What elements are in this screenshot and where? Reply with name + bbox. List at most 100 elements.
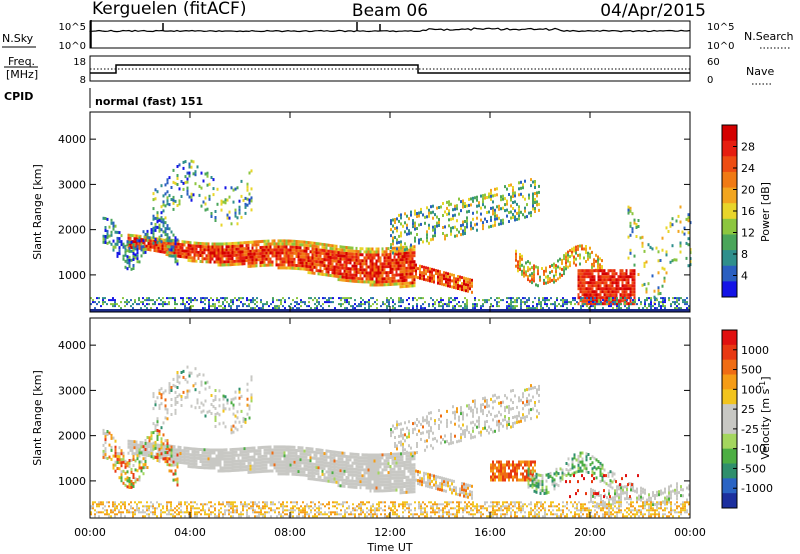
power-main-band-cell: [375, 247, 378, 251]
power-evening-red-cell: [605, 299, 608, 303]
power-band-edge-cell: [154, 225, 157, 229]
power-mid-scatter-cell: [472, 199, 474, 203]
velocity-main-band-cell: [277, 460, 280, 464]
power-near-range-cell: [544, 301, 546, 304]
power-main-band-cell: [263, 254, 266, 258]
velocity-main-band-cell: [393, 488, 396, 492]
velocity-main-band-cell: [409, 466, 412, 470]
power-main-band-cell: [321, 251, 324, 255]
power-near-range-cell: [142, 303, 144, 306]
power-band-edge-cell: [126, 243, 129, 247]
velocity-early-patch-cell: [110, 448, 113, 452]
power-band-edge-cell: [128, 258, 131, 262]
velocity-main-band-cell: [267, 457, 270, 461]
power-afternoon-band-cell: [463, 282, 465, 286]
power-band-edge-cell: [128, 246, 131, 250]
power-evening-band-cell: [559, 275, 561, 279]
power-upper-scatter-cell: [202, 200, 205, 204]
power-near-range-cell: [328, 299, 330, 302]
velocity-main-band-cell: [379, 477, 382, 481]
power-evening-red-cell: [589, 302, 592, 306]
power-evening-band-cell: [549, 271, 551, 275]
power-near-range-cell: [398, 299, 400, 302]
power-main-band-cell: [213, 242, 216, 246]
power-main-band-cell: [369, 274, 372, 278]
velocity-main-band-cell: [317, 466, 320, 470]
power-upper-scatter-cell: [154, 197, 157, 201]
velocity-main-band-cell: [313, 465, 316, 469]
power-evening-red-cell: [577, 293, 580, 297]
power-main-band-cell: [309, 271, 312, 275]
power-main-band-cell: [301, 249, 304, 253]
power-mid-scatter-cell: [460, 200, 462, 204]
velocity-main-band-cell: [327, 479, 330, 483]
velocity-main-band-cell: [231, 448, 234, 451]
power-evening-band-cell: [593, 261, 595, 265]
velocity-main-band-cell: [211, 463, 214, 467]
power-evening-band-cell: [597, 258, 599, 262]
velocity-main-band-cell: [403, 461, 406, 464]
power-afternoon-band-cell: [419, 273, 421, 277]
power-near-range-cell: [394, 303, 396, 306]
velocity-main-band-cell: [339, 451, 342, 455]
power-main-band-cell: [265, 254, 268, 258]
velocity-main-band-cell: [313, 477, 316, 481]
power-near-range-cell: [664, 301, 666, 304]
power-evening-red-cell: [615, 287, 618, 291]
power-main-band-cell: [323, 264, 326, 268]
power-main-band-cell: [207, 245, 210, 249]
power-main-band-cell: [377, 247, 380, 251]
power-near-range-cell: [606, 301, 608, 304]
power-main-band-cell: [365, 259, 368, 263]
power-evening-red-cell: [583, 296, 586, 300]
power-main-band-cell: [283, 263, 286, 267]
power-evening-red-cell: [615, 290, 618, 294]
velocity-main-band-cell: [383, 462, 386, 466]
power-near-range-cell: [364, 303, 366, 306]
velocity-main-band-cell: [329, 450, 332, 453]
power-evening-band-cell: [523, 274, 525, 278]
power-main-band-cell: [403, 270, 406, 273]
power-main-band-cell: [269, 248, 272, 252]
power-main-band-cell: [387, 253, 390, 257]
power-main-band-cell: [225, 242, 228, 246]
power-evening-red-cell: [577, 281, 580, 285]
power-evening-band-cell: [561, 258, 563, 262]
power-band-edge-cell: [162, 221, 165, 225]
power-near-range-cell: [230, 307, 232, 310]
power-main-band-cell: [215, 245, 218, 249]
power-main-band-cell: [177, 248, 180, 252]
power-main-band-cell: [291, 260, 294, 264]
power-main-band-cell: [293, 266, 296, 270]
velocity-main-band-cell: [245, 450, 248, 454]
power-near-range-cell: [252, 301, 254, 304]
power-main-band-cell: [277, 263, 280, 267]
power-near-range-cell: [202, 297, 204, 300]
velocity-main-band-cell: [381, 483, 384, 487]
velocity-main-band-cell: [357, 477, 360, 481]
power-main-band-cell: [217, 260, 220, 264]
velocity-main-band-cell: [373, 462, 376, 466]
power-main-band-cell: [209, 251, 212, 255]
power-band-edge-cell: [120, 243, 123, 247]
power-main-band-cell: [373, 268, 376, 272]
power-afternoon-band-cell: [437, 269, 439, 273]
power-afternoon-band-cell: [439, 276, 441, 280]
power-mid-scatter-cell: [490, 191, 492, 195]
power-band-edge-cell: [142, 245, 145, 249]
velocity-main-band-cell: [251, 455, 254, 459]
power-mid-scatter-cell: [420, 210, 422, 214]
velocity-main-band-cell: [329, 480, 332, 483]
power-main-band-cell: [337, 251, 340, 255]
power-mid-scatter-cell: [478, 204, 480, 208]
velocity-main-band-cell: [183, 446, 186, 450]
velocity-main-band-cell: [215, 457, 218, 461]
power-upper-scatter-cell: [176, 177, 179, 180]
power-main-band-cell: [195, 244, 198, 248]
power-evening-band-cell: [521, 254, 523, 258]
power-main-band-cell: [231, 254, 234, 257]
power-main-band-cell: [295, 249, 298, 252]
power-late-scatter-cell: [643, 249, 646, 253]
velocity-main-band-cell: [379, 489, 382, 493]
velocity-early-patch-cell: [108, 431, 111, 435]
